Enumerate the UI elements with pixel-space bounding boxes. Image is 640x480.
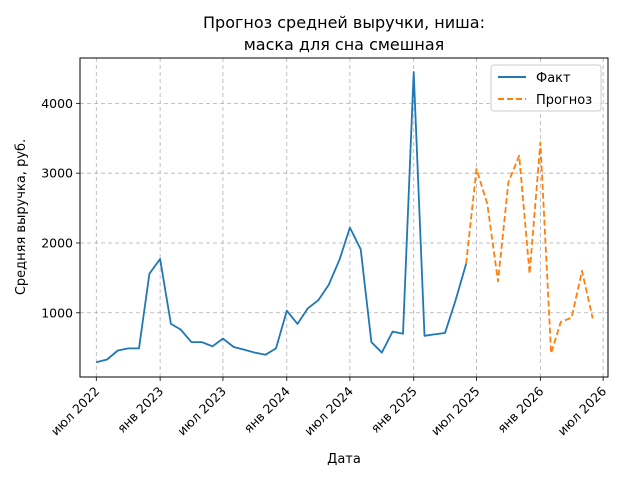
y-tick-label: 1000 [41,305,73,320]
legend-label-forecast: Прогноз [536,93,592,108]
y-tick-label: 4000 [41,96,73,111]
y-tick-label: 2000 [41,235,73,250]
legend: Факт Прогноз [490,64,602,112]
plot-frame [79,57,609,378]
x-axis-label: Дата [327,452,361,467]
chart-title-line-1: Прогноз средней выручки, ниша: [203,13,485,32]
y-axis-label: Средняя выручка, руб. [14,139,29,295]
chart-title-line-2: маска для сна смешная [244,35,445,54]
grid [80,58,608,377]
series-line-fact [96,71,467,364]
y-tick-label: 3000 [41,166,73,181]
series-layer [96,71,594,364]
legend-label-fact: Факт [536,71,571,86]
